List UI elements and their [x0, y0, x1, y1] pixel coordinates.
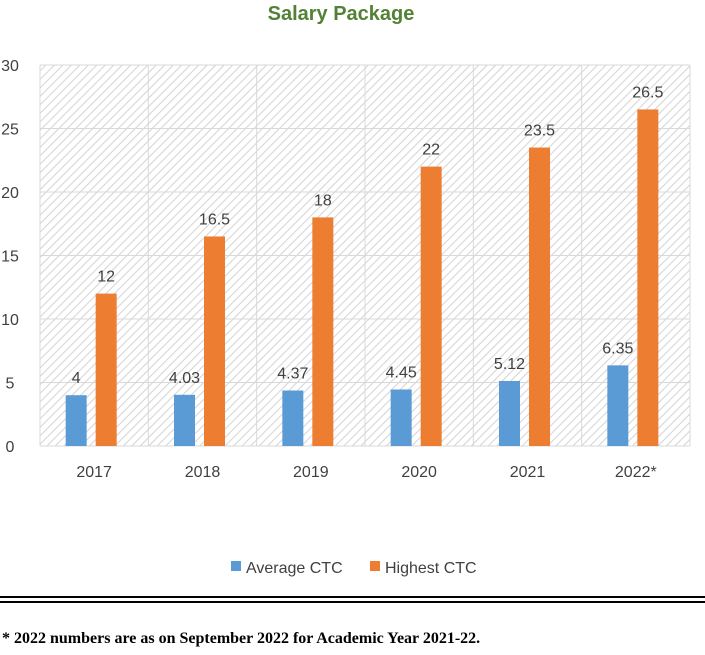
y-tick-label: 30: [1, 58, 19, 75]
bar-highest-ctc: [420, 166, 442, 446]
bar-average-ctc: [607, 365, 629, 446]
x-tick-label: 2017: [76, 464, 112, 481]
bar-highest-ctc: [204, 236, 225, 446]
data-label-highest-ctc: 18: [314, 192, 332, 209]
data-label-average-ctc: 4.03: [169, 370, 200, 387]
data-label-average-ctc: 4.45: [386, 364, 417, 381]
data-label-highest-ctc: 26.5: [632, 84, 663, 101]
bar-average-ctc: [499, 380, 520, 446]
footnote-rule-bottom: [0, 601, 705, 603]
y-tick-label: 5: [6, 376, 15, 393]
data-label-highest-ctc: 22: [422, 142, 440, 159]
x-tick-label: 2019: [293, 464, 329, 481]
data-label-average-ctc: 4: [72, 370, 81, 387]
data-label-highest-ctc: 23.5: [524, 123, 555, 140]
x-tick-label: 2018: [185, 464, 221, 481]
x-tick-label: 2020: [401, 464, 437, 481]
x-tick-label: 2022*: [615, 464, 657, 481]
y-tick-label: 20: [1, 185, 19, 202]
bar-average-ctc: [390, 389, 412, 446]
bar-average-ctc: [174, 394, 195, 446]
bar-highest-ctc: [637, 109, 659, 446]
bar-highest-ctc: [312, 217, 334, 446]
legend-label-average-ctc: Average CTC: [246, 560, 343, 577]
gridlines: [39, 64, 691, 447]
y-tick-label: 25: [1, 122, 19, 139]
bar-average-ctc: [282, 390, 304, 446]
x-axis: 2017 2018 2019 2020 2021 2022*: [76, 464, 656, 481]
legend-label-highest-ctc: Highest CTC: [385, 560, 477, 577]
bar-highest-ctc: [95, 293, 117, 446]
legend-swatch-highest-ctc: [370, 561, 380, 571]
data-label-highest-ctc: 16.5: [199, 211, 230, 228]
y-tick-label: 15: [1, 249, 19, 266]
y-tick-label: 0: [6, 439, 15, 456]
footnote: * 2022 numbers are as on September 2022 …: [2, 630, 481, 647]
legend: Average CTC Highest CTC: [231, 560, 477, 577]
chart-title: Salary Package: [268, 3, 415, 25]
y-axis: 0 5 10 15 20 25 30: [1, 58, 19, 456]
y-tick-label: 10: [1, 312, 19, 329]
data-label-average-ctc: 4.37: [277, 366, 308, 383]
legend-swatch-average-ctc: [231, 561, 241, 571]
bar-highest-ctc: [529, 147, 550, 447]
footnote-rule-top: [0, 596, 705, 598]
bar-average-ctc: [65, 395, 87, 446]
data-label-average-ctc: 6.35: [602, 340, 633, 357]
data-label-highest-ctc: 12: [97, 269, 115, 286]
chart: Salary Package 0 5 10 15 20 25 30 2017 2018 2019…: [1, 3, 691, 577]
bars: [65, 109, 659, 447]
data-labels: 4 4.03 4.37 4.45 5.12 6.35 12 16.5 18 22 23.5 26.5: [72, 84, 664, 387]
data-label-average-ctc: 5.12: [494, 356, 525, 373]
x-tick-label: 2021: [510, 464, 546, 481]
